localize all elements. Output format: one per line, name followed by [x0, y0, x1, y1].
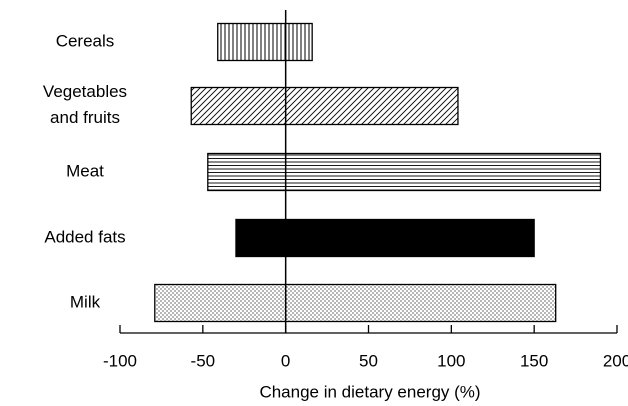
x-tick-label: 50 — [359, 351, 378, 370]
x-tick-label: 200 — [603, 351, 628, 370]
category-label: Vegetables and fruits — [43, 82, 127, 127]
x-tick-label: -100 — [103, 351, 137, 370]
x-tick-label: 0 — [281, 351, 290, 370]
bar — [235, 218, 535, 258]
bar — [154, 283, 557, 323]
x-axis-label: Change in dietary energy (%) — [259, 382, 480, 401]
category-label: Added fats — [44, 227, 125, 246]
x-tick-label: -50 — [191, 351, 216, 370]
bar — [190, 86, 459, 126]
x-tick-label: 100 — [437, 351, 465, 370]
category-label: Cereals — [56, 31, 115, 50]
bar — [217, 22, 313, 62]
category-label: Meat — [66, 161, 104, 180]
bar — [207, 152, 602, 192]
x-tick-label: 150 — [520, 351, 548, 370]
category-label: Milk — [70, 292, 101, 311]
